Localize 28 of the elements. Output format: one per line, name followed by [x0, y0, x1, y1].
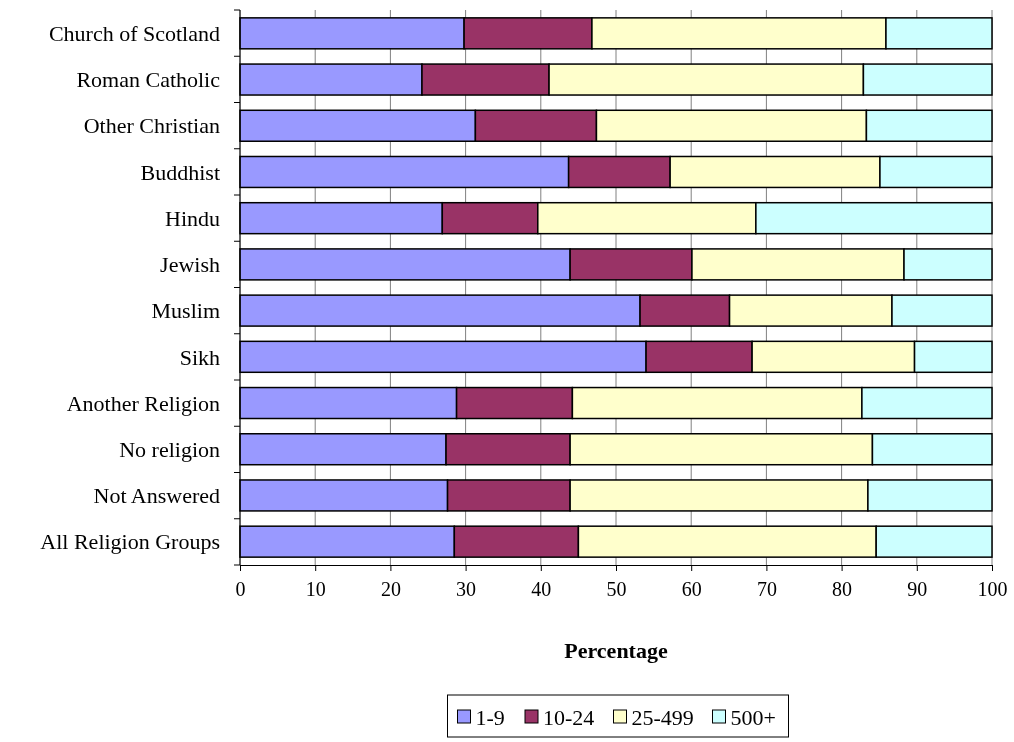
x-tick-label: 40 [531, 578, 552, 600]
x-tick-label: 90 [907, 578, 928, 600]
y-tick-label: Buddhist [140, 159, 220, 185]
legend-label: 25-499 [631, 704, 694, 730]
x-tick-label: 20 [380, 578, 401, 600]
x-tick-label: 0 [235, 578, 246, 600]
y-tick-label: All Religion Groups [40, 529, 220, 555]
y-tick-label: Roman Catholic [76, 67, 221, 93]
x-tick-label: 100 [977, 578, 1008, 600]
x-axis-title: Percentage [564, 638, 668, 663]
y-tick-label: Other Christian [83, 113, 220, 139]
x-tick-label: 60 [681, 578, 702, 600]
x-tick-label: 30 [456, 578, 477, 600]
legend-label: 1-9 [475, 704, 505, 730]
legend-label: 10-24 [543, 704, 595, 730]
y-tick-label: Muslim [151, 298, 220, 324]
y-tick-label: No religion [119, 436, 220, 462]
y-tick-label: Hindu [165, 205, 220, 231]
legend-label: 500+ [730, 704, 776, 730]
y-tick-label: Not Answered [93, 483, 220, 509]
x-tick-label: 70 [756, 578, 777, 600]
x-tick-label: 10 [305, 578, 326, 600]
y-tick-label: Church of Scotland [48, 21, 220, 47]
y-tick-label: Jewish [160, 252, 220, 278]
x-tick-label: 50 [606, 578, 627, 600]
y-tick-label: Sikh [179, 344, 220, 370]
y-tick-label: Another Religion [66, 390, 220, 416]
x-tick-label: 80 [832, 578, 853, 600]
